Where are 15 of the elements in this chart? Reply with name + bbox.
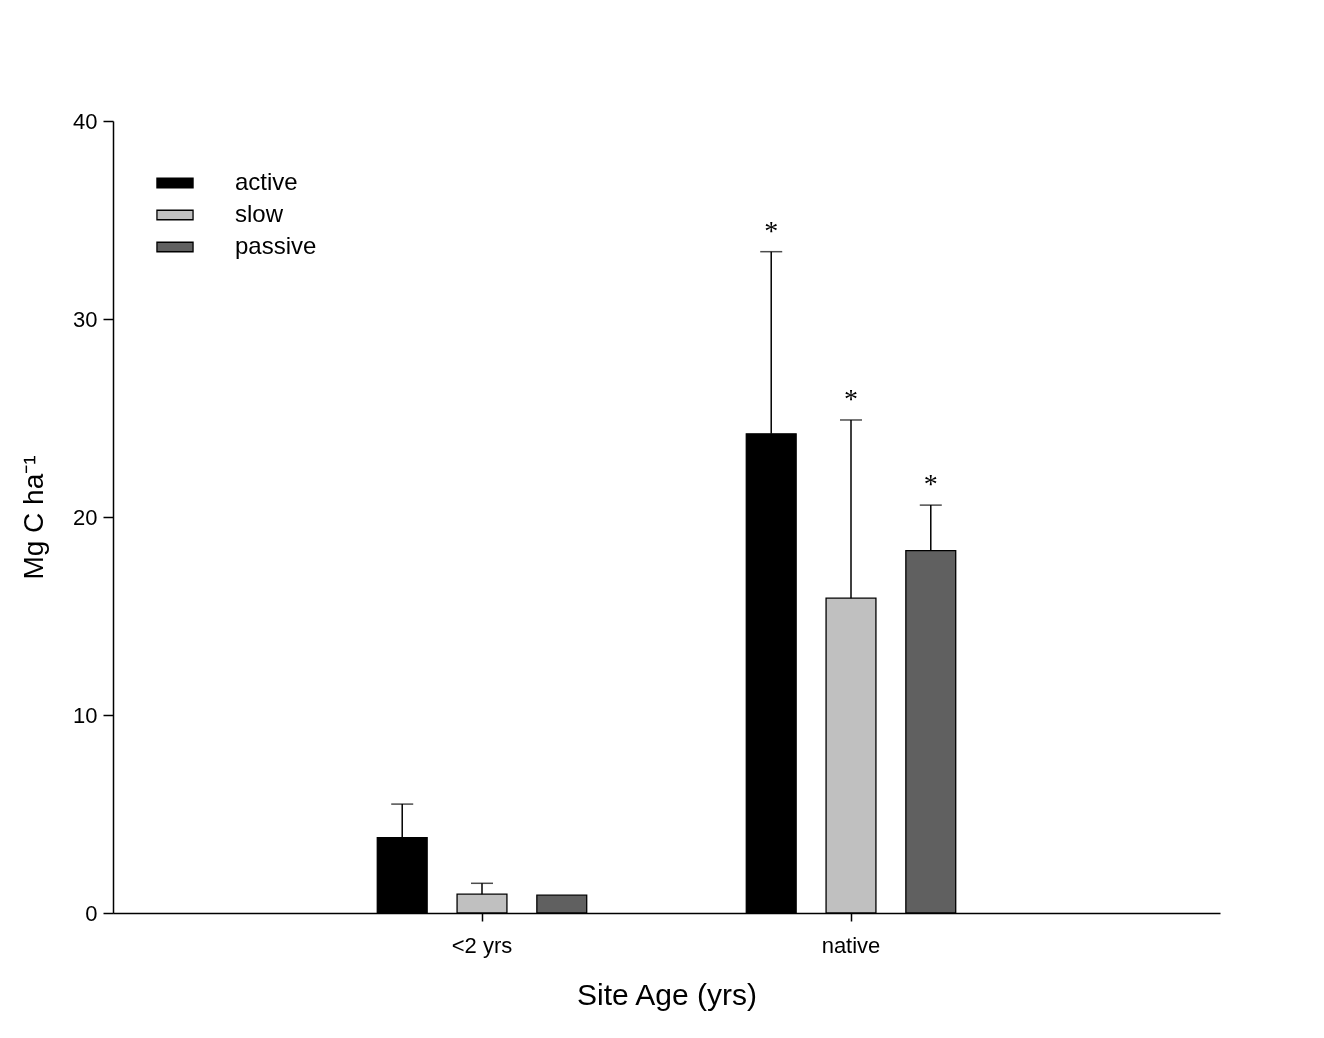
y-axis-title: Mg C ha⁻¹ xyxy=(18,455,50,580)
y-tick-label: 10 xyxy=(73,702,98,728)
annotation: * xyxy=(844,382,858,414)
legend-label: slow xyxy=(235,200,284,227)
y-tick-label: 40 xyxy=(73,108,98,134)
legend-label: passive xyxy=(235,232,317,259)
x-tick-label: native xyxy=(821,932,881,958)
y-tick-label: 20 xyxy=(73,504,98,530)
annotation: * xyxy=(764,214,779,246)
annotation: * xyxy=(923,468,938,500)
x-tick-label: <2 yrs xyxy=(451,932,513,958)
legend-label: active xyxy=(235,168,298,195)
x-axis-title: Site Age (yrs) xyxy=(576,977,758,1011)
y-tick-label: 30 xyxy=(73,306,98,332)
y-tick-label: 0 xyxy=(85,900,98,926)
